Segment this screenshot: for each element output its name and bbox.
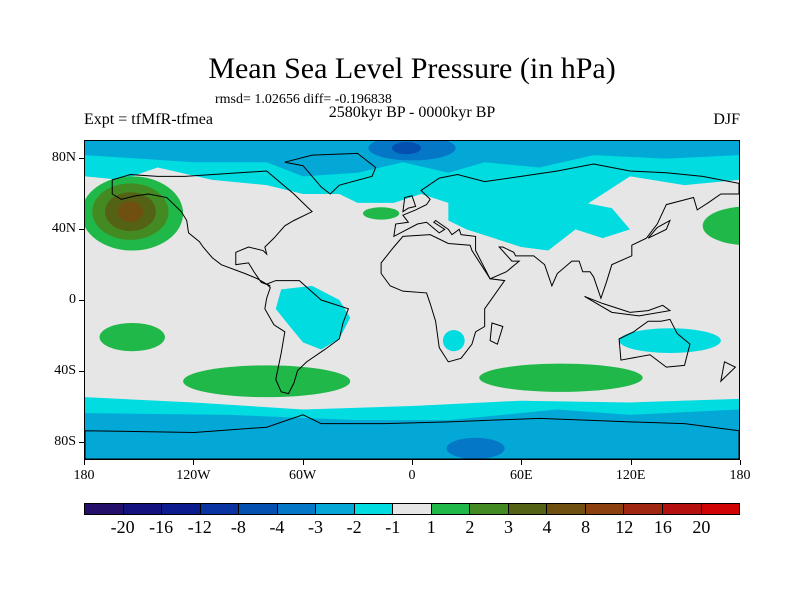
lat-tick-label: 80S (54, 434, 76, 450)
colorbar-swatch (431, 504, 471, 514)
pressure-anomaly-map (84, 140, 740, 460)
colorbar-label: -1 (385, 517, 401, 537)
colorbar-swatch (470, 504, 509, 514)
lon-tick-mark (412, 460, 413, 465)
australia-cyan-region (619, 328, 721, 353)
coast-eurasia (394, 164, 739, 298)
lat-tick-label: 0 (69, 292, 76, 307)
coast-africa (381, 235, 505, 362)
arctic-darkest-region (392, 141, 422, 155)
colorbar (84, 503, 740, 515)
south-pacific-high (99, 322, 165, 352)
lat-tick-mark (79, 228, 84, 230)
lon-tick-mark (630, 460, 632, 465)
southern-blue-region (85, 409, 739, 459)
coast-new-zealand (721, 362, 736, 381)
lat-tick-label: 40N (51, 220, 76, 236)
colorbar-label: 8 (581, 517, 591, 537)
south-america-cyan-region (275, 285, 351, 350)
lon-tick-mark (193, 460, 195, 465)
lat-tick-label: 80N (51, 149, 76, 165)
colorbar-swatch (123, 504, 163, 514)
coast-britain (403, 196, 416, 212)
lat-tick-mark (79, 442, 84, 444)
stats-label: rmsd= 1.02656 diff= -0.196838 (215, 92, 392, 107)
colorbar-swatch (200, 504, 240, 514)
colorbar-swatch (508, 504, 548, 514)
coast-australia (619, 319, 690, 367)
coast-japan (648, 221, 670, 239)
colorbar-label: 3 (503, 517, 513, 537)
colorbar-swatch (354, 504, 394, 514)
colorbar-swatch (547, 504, 586, 514)
colorbar-label: -12 (187, 517, 212, 537)
coast-antarctica (85, 415, 739, 459)
colorbar-swatch (624, 504, 663, 514)
colorbar-label: -2 (346, 517, 362, 537)
coastlines (85, 153, 739, 459)
colorbar-swatch (85, 504, 124, 514)
colorbar-label: -4 (269, 517, 285, 537)
colorbar-label: 2 (465, 517, 475, 537)
lat-tick-label: 40S (54, 363, 76, 379)
colorbar-swatch (393, 504, 432, 514)
colorbar-label: 1 (426, 517, 436, 537)
arctic-cyan-region (85, 141, 739, 239)
southern-ocean-high-east (479, 363, 643, 392)
lat-tick-mark (79, 300, 84, 301)
antarctic-dark-region (446, 437, 505, 459)
colorbar-swatch (316, 504, 355, 514)
colorbar-label: -20 (110, 517, 135, 537)
nw-pacific-high (702, 206, 739, 245)
lon-tick-label: 60W (289, 468, 317, 483)
colorbar-label: 16 (653, 517, 672, 537)
colorbar-label: 4 (542, 517, 552, 537)
lon-tick-label: 120E (615, 468, 646, 483)
period-label: 2580kyr BP - 0000kyr BP (328, 104, 496, 121)
colorbar-label: -3 (308, 517, 324, 537)
eurasia-cyan-region (448, 194, 630, 251)
colorbar-swatch (162, 504, 201, 514)
lat-tick-mark (79, 157, 84, 159)
lon-tick-label: 60E (510, 468, 533, 483)
colorbar-swatch (239, 504, 278, 514)
lon-tick-label: 0 (408, 468, 416, 483)
colorbar-label: 20 (692, 517, 711, 537)
plot-title: Mean Sea Level Pressure (in hPa) (208, 52, 616, 85)
coast-greenland (285, 153, 376, 194)
north-atlantic-high (362, 207, 400, 220)
africa-cyan-region (442, 330, 465, 352)
lon-tick-mark (84, 460, 85, 465)
lon-tick-mark (302, 460, 304, 465)
colorbar-swatch (662, 504, 702, 514)
experiment-label: Expt = tfMfR-tfmea (84, 111, 213, 128)
lon-tick-mark (521, 460, 523, 465)
colorbar-label: 12 (615, 517, 634, 537)
southern-ocean-high-west (183, 365, 351, 398)
coast-indonesia (585, 296, 670, 315)
lon-tick-mark (740, 460, 741, 465)
season-label: DJF (713, 111, 740, 128)
coast-south-america (265, 281, 349, 394)
colorbar-swatch (585, 504, 625, 514)
lat-tick-mark (79, 371, 84, 373)
lon-tick-label: 180 (73, 468, 95, 483)
colorbar-label: -16 (149, 517, 174, 537)
ne-pacific-high-8 (117, 201, 144, 223)
colorbar-swatch (277, 504, 317, 514)
coast-madagascar (490, 323, 503, 344)
colorbar-swatch (701, 504, 740, 514)
lon-tick-label: 180 (729, 468, 751, 483)
lon-tick-label: 120W (176, 468, 211, 483)
colorbar-label: -8 (230, 517, 246, 537)
coast-north-america (112, 171, 312, 286)
